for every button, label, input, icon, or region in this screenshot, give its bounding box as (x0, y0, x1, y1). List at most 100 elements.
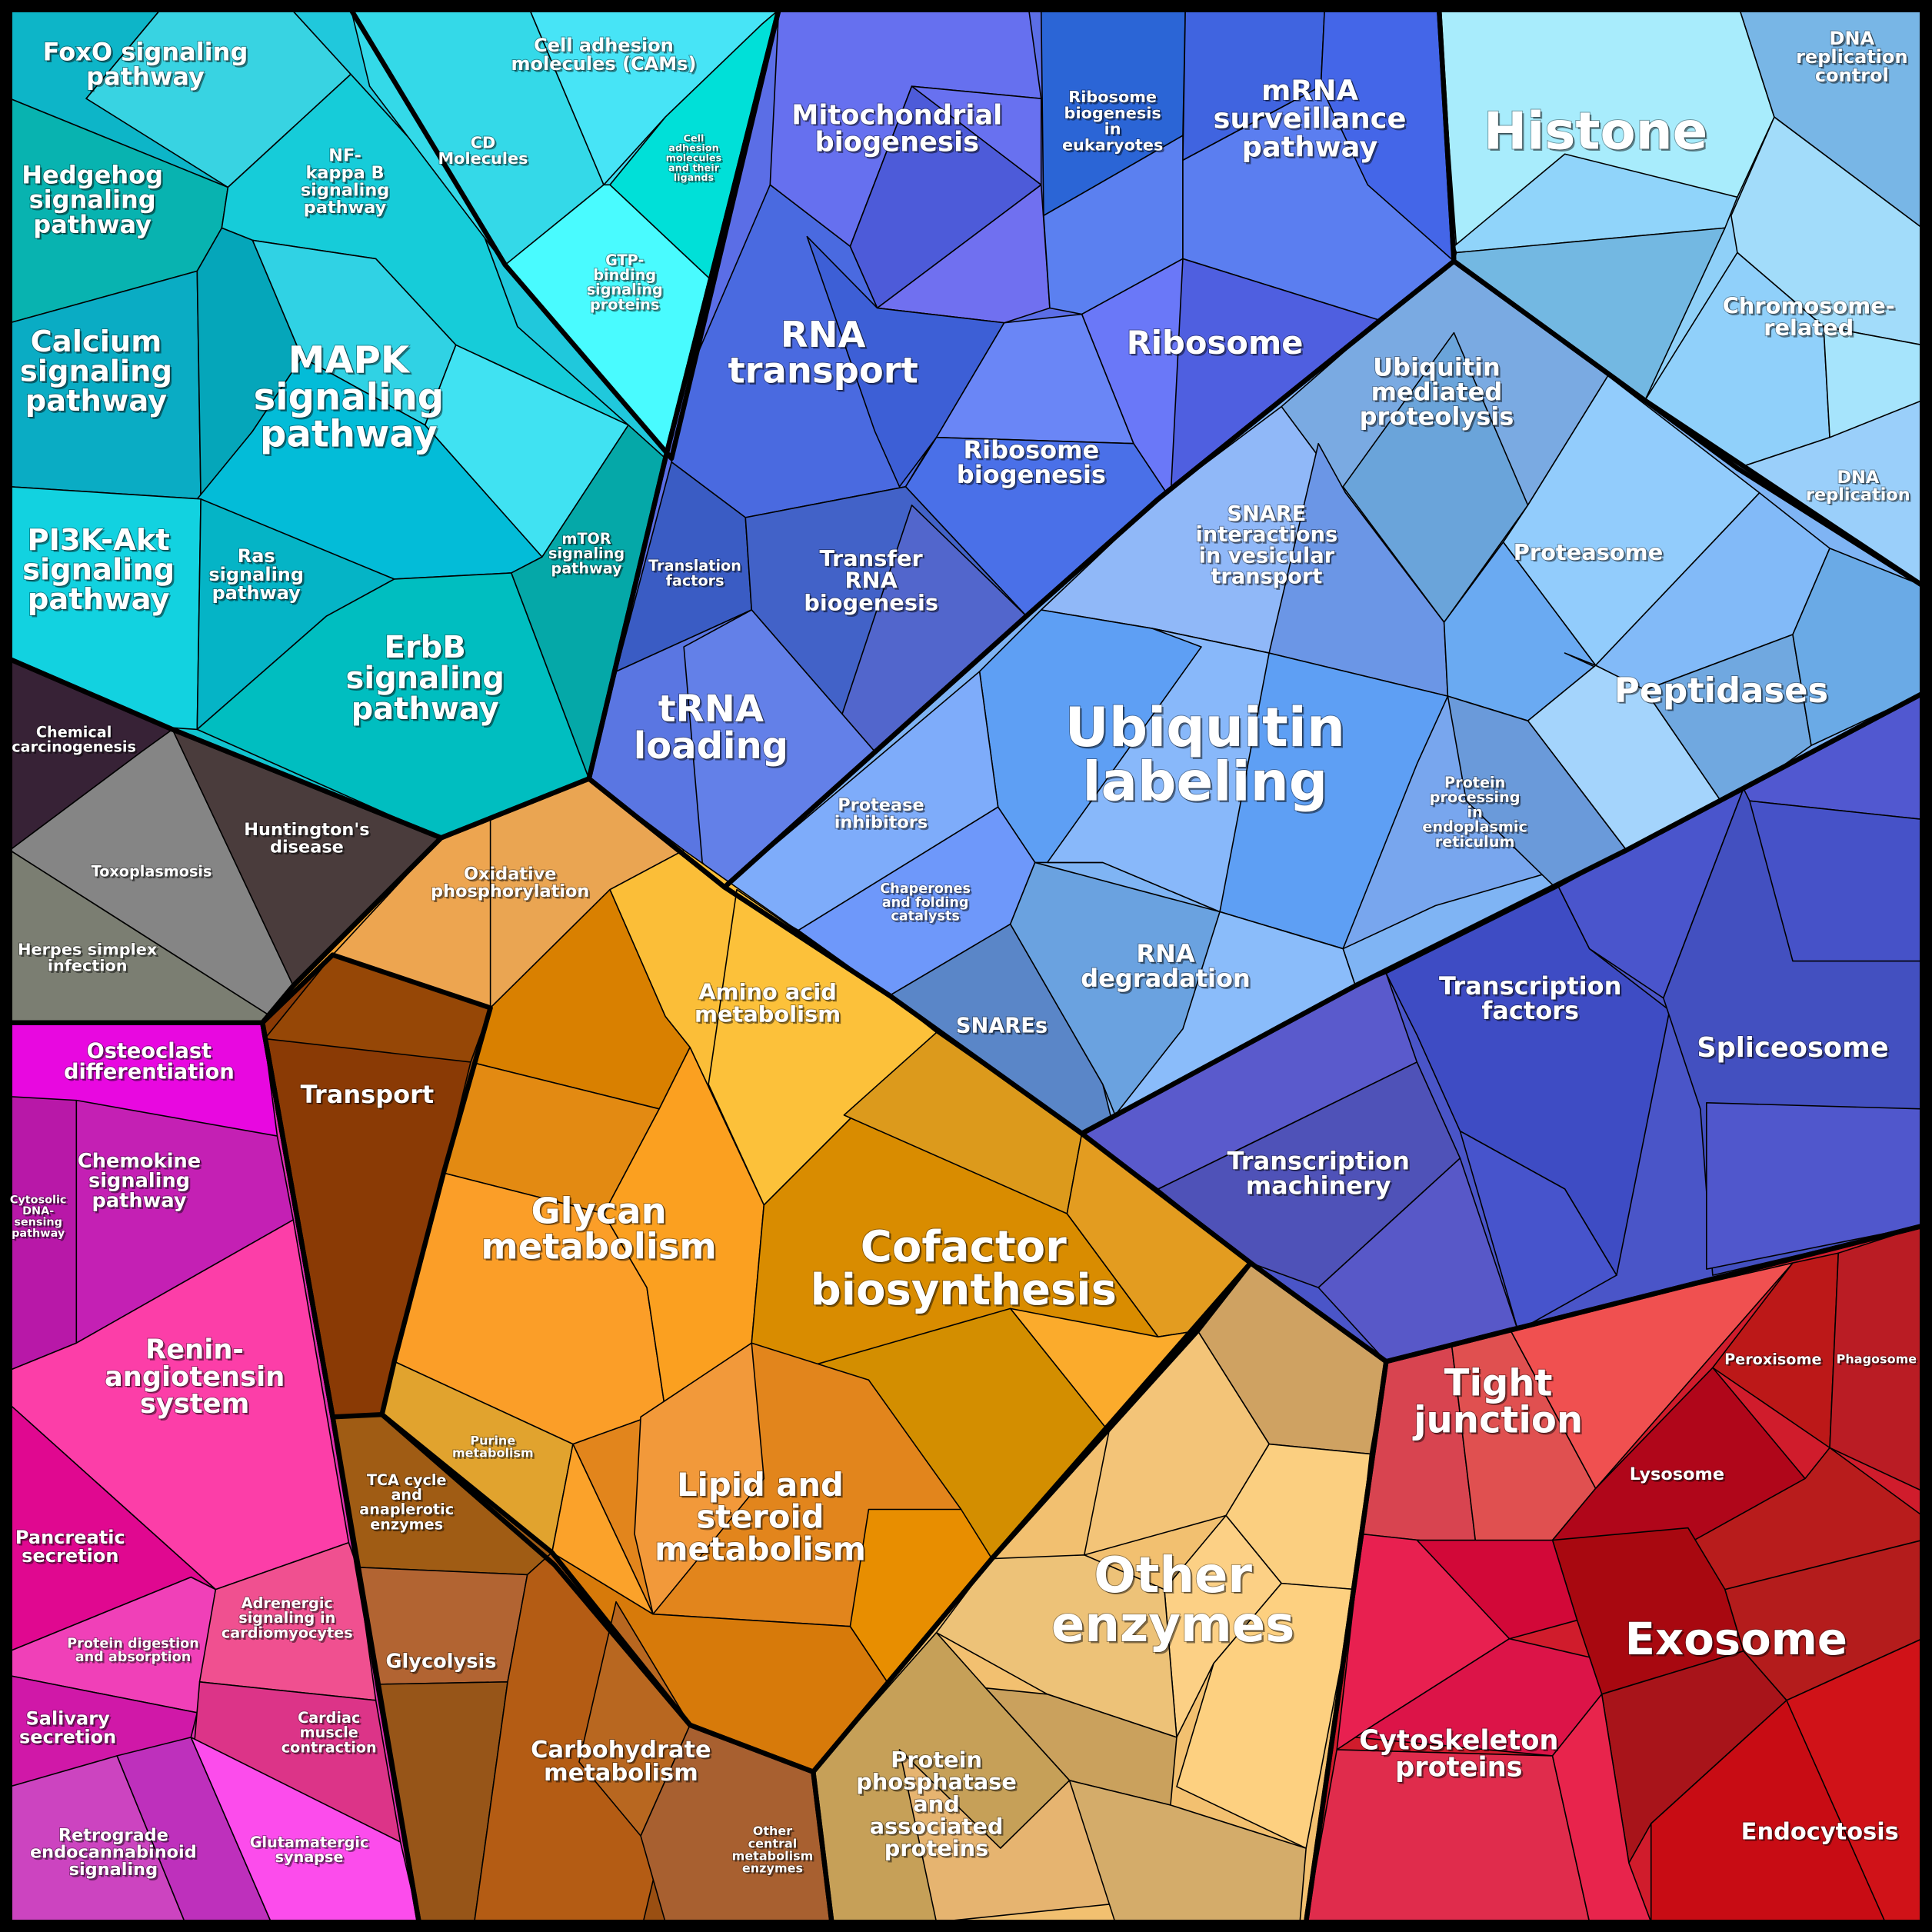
label-toxoplasmosis: Toxoplasmosis (92, 862, 212, 880)
label-dna-replication: DNA replication (1806, 468, 1910, 505)
label-snares: SNAREs (956, 1014, 1048, 1038)
label-shadow: Carbohydrate metabolism (533, 1738, 714, 1788)
label-amino-acid-metabolism: Amino acid metabolism (695, 979, 841, 1028)
label-oxidative-phosphorylation: Oxidative phosphorylation (431, 864, 589, 901)
label-huntington-s-disease: Huntington's disease (244, 820, 369, 857)
label-transcription-machinery: Transcription machinery (1227, 1146, 1409, 1200)
cell-unlabeled (1068, 1780, 1307, 1923)
label-shadow: Transport (302, 1081, 436, 1111)
label-shadow: Transcription factors (1441, 973, 1623, 1027)
label-shadow: Cytosolic DNA-sensing pathway (12, 1196, 68, 1241)
label-mapk-signaling-pathway: MAPK signaling pathway (254, 339, 445, 456)
label-other-central-metabolism-enzymes: Other central metabolism enzymes (732, 1824, 814, 1875)
label-tight-junction: Tight junction (1412, 1361, 1583, 1441)
cell-unlabeled (1459, 1130, 1617, 1332)
label-shadow: DNA replication (1807, 469, 1912, 506)
label-hedgehog-signaling-pathway: Hedgehog signaling pathway (22, 161, 163, 239)
label-shadow: Other central metabolism enzymes (734, 1826, 815, 1877)
label-mrna-surveillance-pathway: mRNA surveillance pathway (1213, 74, 1406, 164)
label-shadow: Protein processing in endoplasmic reticulum (1424, 775, 1529, 852)
label-cytoskeleton-proteins: Cytoskeleton proteins (1359, 1724, 1558, 1783)
label-transfer-rna-biogenesis: Transfer RNA biogenesis (804, 545, 938, 616)
label-purine-metabolism: Purine metabolism (452, 1433, 534, 1460)
label-shadow: Endocytosis (1743, 1820, 1900, 1847)
label-adrenergic-signaling-in-cardiomyocytes: Adrenergic signaling in cardiomyocytes (222, 1594, 353, 1641)
label-shadow: Cell adhesion molecules (CAMs) (513, 36, 698, 76)
label-shadow: TCA cycle and anaplerotic enzymes (361, 1473, 456, 1535)
label-shadow: Cytoskeleton proteins (1361, 1727, 1561, 1785)
label-shadow: Chromosome-related (1724, 295, 1897, 343)
label-cytosolic-dna-sensing-pathway: Cytosolic DNA-sensing pathway (10, 1194, 67, 1240)
cell-mtor-signaling-pathway (511, 424, 666, 780)
label-shadow: FoxO signaling pathway (45, 39, 250, 93)
label-rna-degradation: RNA degradation (1081, 939, 1251, 993)
label-trna-loading: tRNA loading (634, 688, 788, 768)
cell-unlabeled (1046, 628, 1270, 913)
label-shadow: Glutamatergic synapse (251, 1835, 371, 1867)
label-histone: Histone (1484, 101, 1707, 161)
label-snare-interactions-in-vesicular-transport: SNARE interactions in vesicular transport (1196, 502, 1338, 589)
label-shadow: Cardiac muscle contraction (283, 1710, 378, 1757)
label-transport: Transport (301, 1080, 435, 1109)
label-protein-processing-in-endoplasmic-reticulum: Protein processing in endoplasmic reticulum (1422, 774, 1527, 851)
label-exosome: Exosome (1625, 1613, 1847, 1665)
label-shadow: Protease inhibitors (836, 797, 929, 834)
label-protein-phosphatase-and-associated-proteins: Protein phosphatase and associated proteins (856, 1747, 1017, 1861)
label-ras-signaling-pathway: Ras signaling pathway (208, 545, 304, 604)
label-shadow: Other enzymes (1053, 1549, 1297, 1655)
label-shadow: Adrenergic signaling in cardiomyocytes (223, 1596, 355, 1643)
label-mtor-signaling-pathway: mTOR signaling pathway (548, 530, 625, 577)
label-shadow: Oxidative phosphorylation (432, 866, 591, 903)
label-shadow: Transfer RNA biogenesis (806, 547, 941, 618)
label-shadow: Retrograde endocannabinoid signaling (32, 1827, 198, 1882)
label-retrograde-endocannabinoid-signaling: Retrograde endocannabinoid signaling (30, 1825, 197, 1880)
cell-unlabeled (551, 1443, 654, 1615)
label-shadow: Calcium signaling pathway (22, 327, 174, 421)
label-shadow: tRNA loading (635, 689, 790, 769)
label-shadow: Chemical carcinogenesis (14, 725, 138, 758)
label-shadow: Ubiquitin labeling (1067, 698, 1347, 814)
label-shadow: Chemokine signaling pathway (79, 1151, 202, 1214)
label-chemokine-signaling-pathway: Chemokine signaling pathway (78, 1150, 201, 1212)
label-pancreatic-secretion: Pancreatic secretion (15, 1527, 125, 1567)
label-shadow: Phagosome (1838, 1354, 1919, 1368)
label-transcription-factors: Transcription factors (1439, 971, 1621, 1025)
label-shadow: Ubiquitin mediated proteolysis (1361, 355, 1516, 433)
label-shadow: Hedgehog signaling pathway (24, 162, 165, 241)
label-pi3k-akt-signaling-pathway: PI3K-Akt signaling pathway (22, 523, 175, 617)
label-shadow: Translation factors (651, 558, 744, 591)
label-shadow: Protein phosphatase and associated proteins (858, 1748, 1019, 1863)
cells-layer (9, 9, 1923, 1923)
label-shadow: Cofactor biosynthesis (812, 1224, 1118, 1317)
label-chemical-carcinogenesis: Chemical carcinogenesis (12, 723, 136, 755)
label-shadow: Renin-angiotensin system (106, 1336, 286, 1421)
label-glutamatergic-synapse: Glutamatergic synapse (250, 1834, 369, 1866)
label-shadow: ErbB signaling pathway (348, 631, 506, 728)
cell-unlabeled (1416, 1539, 1578, 1640)
label-endocytosis: Endocytosis (1741, 1818, 1899, 1845)
label-shadow: Ribosome biogenesis in eukaryotes (1064, 89, 1164, 155)
label-shadow: Osteoclast differentiation (65, 1041, 236, 1086)
label-proteasome: Proteasome (1514, 539, 1664, 565)
label-cell-adhesion-molecules-and-their-ligands: Cell adhesion molecules and their ligands (666, 133, 722, 184)
label-osteoclast-differentiation: Osteoclast differentiation (64, 1039, 235, 1084)
label-shadow: Ras signaling pathway (211, 547, 306, 605)
label-herpes-simplex-infection: Herpes simplex infection (18, 941, 158, 975)
label-shadow: Peptidases (1616, 671, 1830, 712)
label-shadow: GTP-binding signaling proteins (588, 253, 665, 315)
label-shadow: Lipid and steroid metabolism (656, 1467, 868, 1569)
label-shadow: mTOR signaling pathway (550, 531, 626, 578)
label-shadow: Tight junction (1414, 1364, 1584, 1444)
label-shadow: Glycolysis (388, 1652, 498, 1675)
label-ubiquitin-labeling: Ubiquitin labeling (1064, 696, 1345, 813)
label-tca-cycle-and-anaplerotic-enzymes: TCA cycle and anaplerotic enzymes (359, 1471, 454, 1534)
label-ubiquitin-mediated-proteolysis: Ubiquitin mediated proteolysis (1360, 353, 1514, 431)
label-shadow: Histone (1485, 103, 1709, 163)
label-ribosome-biogenesis: Ribosome biogenesis (957, 435, 1106, 489)
label-rna-transport: RNA transport (728, 314, 918, 391)
label-shadow: Protein digestion and absorption (69, 1638, 202, 1667)
label-shadow: Spliceosome (1699, 1034, 1891, 1065)
